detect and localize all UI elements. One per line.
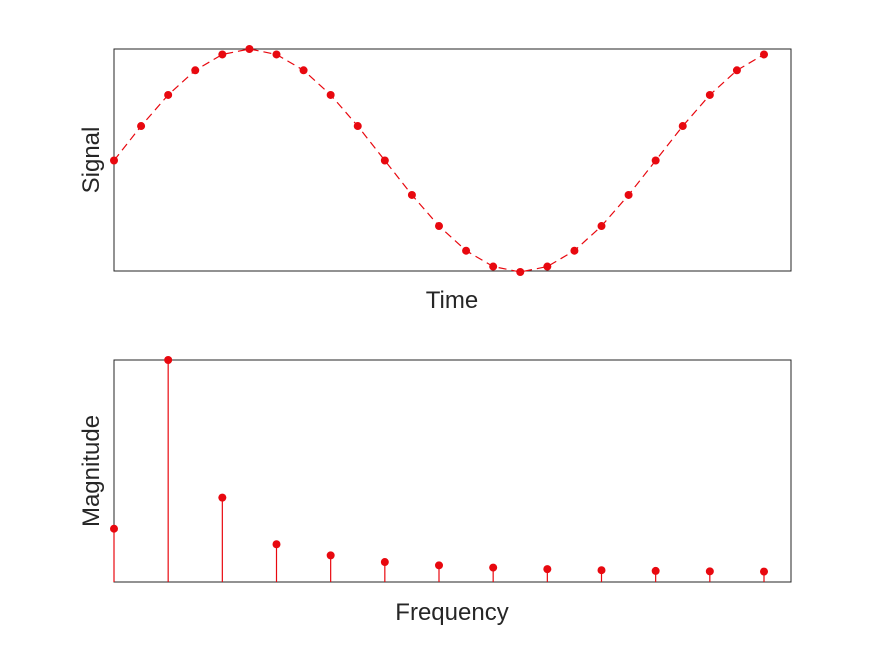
signal-point	[462, 246, 471, 255]
spectrum-x-axis-label: Frequency	[395, 599, 508, 626]
signal-series	[110, 45, 768, 276]
spectrum-point	[380, 558, 389, 567]
signal-point	[624, 190, 633, 199]
signal-point	[705, 90, 714, 99]
signal-point	[678, 122, 687, 131]
signal-point	[732, 66, 741, 75]
signal-point	[353, 122, 362, 131]
signal-point	[516, 268, 525, 276]
signal-point	[137, 122, 146, 131]
signal-point	[380, 156, 389, 165]
signal-point	[110, 156, 118, 165]
signal-point	[218, 50, 227, 59]
signal-point	[435, 222, 443, 231]
spectrum-plot-frame	[113, 359, 792, 583]
spectrum-point	[705, 567, 714, 576]
spectrum-point	[597, 566, 606, 575]
spectrum-point	[760, 567, 768, 576]
signal-chart: Time Signal	[78, 45, 792, 314]
signal-point	[164, 90, 173, 99]
spectrum-point	[218, 493, 227, 502]
spectrum-point	[489, 563, 498, 572]
signal-plot-frame	[113, 48, 792, 272]
signal-point	[570, 246, 579, 255]
signal-point	[407, 190, 416, 199]
signal-x-axis-label: Time	[426, 287, 478, 314]
spectrum-point	[435, 561, 443, 570]
spectrum-point	[272, 540, 281, 549]
signal-y-axis-label: Signal	[78, 127, 105, 194]
signal-point	[245, 45, 254, 53]
spectrum-chart: Frequency Magnitude	[78, 356, 792, 626]
signal-point	[760, 50, 768, 59]
signal-point	[272, 50, 281, 59]
signal-point	[597, 222, 606, 231]
spectrum-point	[110, 524, 118, 533]
signal-point	[543, 262, 552, 271]
signal-point	[299, 66, 308, 75]
spectrum-y-axis-label: Magnitude	[78, 415, 105, 527]
signal-point	[191, 66, 200, 75]
spectrum-point	[543, 565, 552, 574]
spectrum-point	[164, 356, 173, 364]
spectrum-point	[326, 551, 335, 560]
spectrum-series	[110, 356, 768, 582]
signal-point	[326, 90, 335, 99]
signal-point	[651, 156, 660, 165]
spectrum-point	[651, 566, 660, 575]
signal-point	[489, 262, 498, 271]
